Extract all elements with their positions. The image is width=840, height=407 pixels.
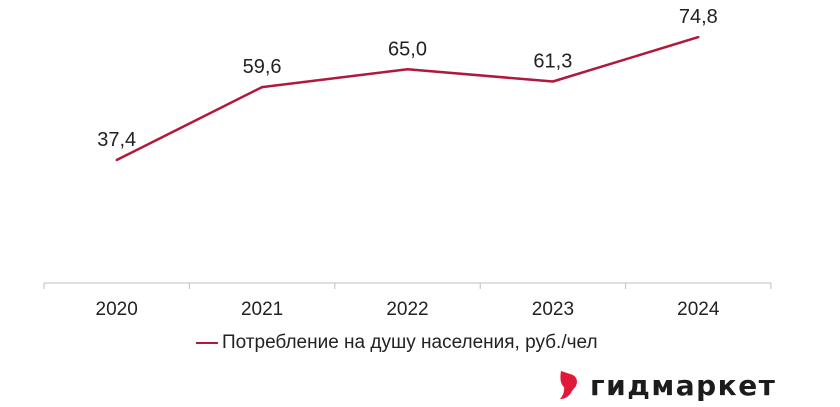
chart-legend: Потребление на душу населения, руб./чел [196,331,598,355]
x-tick-label: 2024 [677,299,720,320]
data-point [406,68,409,71]
x-tick-label: 2023 [532,299,574,320]
legend-line-swatch [196,342,218,344]
data-label: 37,4 [97,129,136,151]
line-chart: 2020 2021 2022 2023 2024 37,4 59,6 65,0 61,3 74,8 [43,6,772,320]
gidmarket-logo-icon [560,371,577,399]
data-point [115,158,118,162]
data-label: 74,8 [679,6,718,28]
brand-logo: гидмаркет [556,368,776,402]
x-tick-label: 2022 [386,299,428,320]
brand-logo-text: гидмаркет [590,368,777,402]
legend-label: Потребление на душу населения, руб./чел [222,332,598,353]
x-tick-label: 2020 [96,299,138,320]
data-point [551,80,555,83]
x-tick-label: 2021 [241,299,283,320]
data-label: 61,3 [533,50,572,72]
data-point [260,85,264,89]
data-label: 59,6 [243,56,282,78]
data-label: 65,0 [388,38,427,60]
data-point [697,35,700,39]
